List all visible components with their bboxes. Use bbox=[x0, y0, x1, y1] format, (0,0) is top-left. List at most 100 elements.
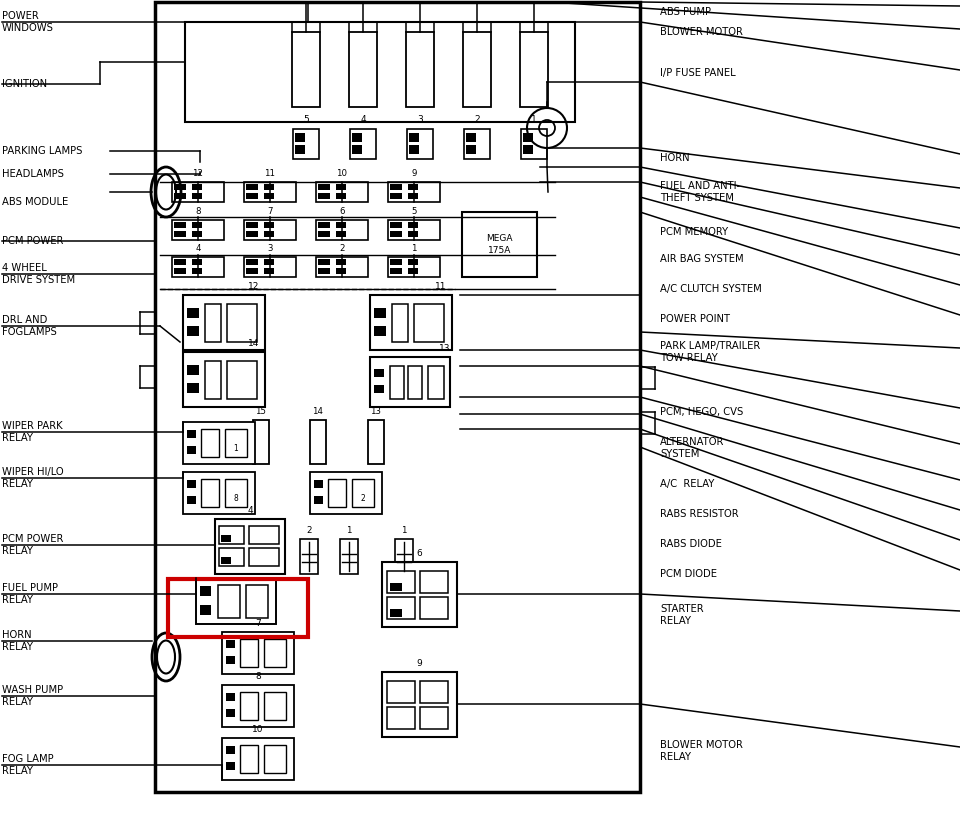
Bar bbox=[264, 745, 286, 773]
Bar bbox=[408, 366, 422, 399]
Bar bbox=[240, 639, 258, 667]
Bar bbox=[293, 129, 319, 159]
Bar bbox=[246, 231, 258, 237]
Text: IGNITION: IGNITION bbox=[2, 79, 47, 89]
Text: A/C CLUTCH SYSTEM: A/C CLUTCH SYSTEM bbox=[660, 284, 761, 294]
Text: 14: 14 bbox=[313, 407, 324, 416]
Text: WIPER PARK
RELAY: WIPER PARK RELAY bbox=[2, 421, 62, 443]
Bar bbox=[463, 32, 491, 107]
Bar bbox=[264, 231, 274, 237]
Bar bbox=[219, 526, 244, 544]
Bar bbox=[185, 22, 575, 122]
Text: 14: 14 bbox=[248, 339, 259, 348]
Text: PCM, HEGO, CVS: PCM, HEGO, CVS bbox=[660, 407, 743, 417]
Text: PARK LAMP/TRAILER
TOW RELAY: PARK LAMP/TRAILER TOW RELAY bbox=[660, 341, 760, 363]
Text: 11: 11 bbox=[265, 169, 276, 178]
Bar bbox=[155, 2, 640, 792]
Bar bbox=[192, 184, 202, 190]
Text: STARTER
RELAY: STARTER RELAY bbox=[660, 604, 704, 626]
Bar bbox=[390, 193, 402, 199]
Text: 3: 3 bbox=[418, 115, 422, 124]
Bar bbox=[225, 479, 247, 507]
Text: 15: 15 bbox=[255, 407, 267, 416]
Text: PCM DIODE: PCM DIODE bbox=[660, 569, 717, 579]
Bar bbox=[336, 193, 346, 199]
Bar bbox=[196, 578, 276, 624]
Bar bbox=[318, 259, 330, 265]
Bar bbox=[246, 222, 258, 228]
Bar bbox=[352, 133, 362, 142]
Text: 1: 1 bbox=[347, 526, 351, 535]
Text: 3: 3 bbox=[267, 244, 273, 253]
Bar bbox=[395, 539, 413, 574]
Bar bbox=[388, 220, 440, 240]
Text: 4: 4 bbox=[360, 115, 366, 124]
Bar bbox=[246, 268, 258, 274]
Bar bbox=[387, 707, 415, 729]
Bar bbox=[328, 479, 346, 507]
Text: POWER POINT: POWER POINT bbox=[660, 314, 730, 324]
Bar bbox=[226, 693, 235, 701]
Text: 7: 7 bbox=[255, 619, 261, 628]
Bar bbox=[183, 295, 265, 350]
Bar bbox=[336, 268, 346, 274]
Text: BLOWER MOTOR
RELAY: BLOWER MOTOR RELAY bbox=[660, 740, 743, 762]
Bar bbox=[368, 420, 384, 464]
Bar bbox=[187, 365, 199, 375]
Bar bbox=[174, 184, 186, 190]
Bar bbox=[240, 692, 258, 720]
Text: ABS PUMP: ABS PUMP bbox=[660, 7, 711, 17]
Text: PCM POWER: PCM POWER bbox=[2, 236, 63, 246]
Text: I/P FUSE PANEL: I/P FUSE PANEL bbox=[660, 68, 735, 78]
Bar bbox=[414, 304, 444, 342]
Bar bbox=[187, 308, 199, 318]
Bar bbox=[183, 422, 255, 464]
Bar bbox=[222, 632, 294, 674]
Text: 4 WHEEL
DRIVE SYSTEM: 4 WHEEL DRIVE SYSTEM bbox=[2, 263, 75, 284]
Bar bbox=[187, 446, 196, 454]
Bar bbox=[174, 193, 186, 199]
Text: 8: 8 bbox=[233, 494, 238, 503]
Bar bbox=[336, 184, 346, 190]
Bar bbox=[172, 182, 224, 202]
Text: 8: 8 bbox=[195, 207, 201, 216]
Text: 12: 12 bbox=[193, 169, 204, 178]
Bar bbox=[390, 609, 402, 617]
Bar bbox=[264, 193, 274, 199]
Bar bbox=[174, 259, 186, 265]
Text: 175A: 175A bbox=[488, 246, 511, 255]
Text: 9: 9 bbox=[417, 659, 422, 668]
Bar bbox=[370, 295, 452, 350]
Bar bbox=[244, 182, 296, 202]
Bar bbox=[200, 605, 211, 615]
Bar bbox=[292, 32, 320, 107]
Text: POWER
WINDOWS: POWER WINDOWS bbox=[2, 12, 54, 33]
Bar bbox=[221, 557, 231, 564]
Text: 13: 13 bbox=[371, 407, 381, 416]
Bar bbox=[300, 539, 318, 574]
Bar bbox=[408, 222, 418, 228]
Bar bbox=[192, 268, 202, 274]
Bar bbox=[352, 479, 374, 507]
Bar bbox=[390, 366, 404, 399]
Bar bbox=[187, 496, 196, 504]
Text: HEADLAMPS: HEADLAMPS bbox=[2, 169, 64, 179]
Bar bbox=[466, 145, 476, 154]
Bar bbox=[382, 672, 457, 737]
Bar bbox=[318, 193, 330, 199]
Bar bbox=[314, 480, 323, 488]
Bar bbox=[408, 193, 418, 199]
Bar bbox=[370, 357, 450, 407]
Text: 10: 10 bbox=[337, 169, 348, 178]
Bar bbox=[264, 222, 274, 228]
Bar bbox=[222, 738, 294, 780]
Text: RABS DIODE: RABS DIODE bbox=[660, 539, 722, 549]
Bar bbox=[382, 562, 457, 627]
Bar bbox=[390, 268, 402, 274]
Bar bbox=[520, 32, 548, 107]
Bar bbox=[318, 268, 330, 274]
Bar bbox=[390, 184, 402, 190]
Bar bbox=[352, 145, 362, 154]
Text: 5: 5 bbox=[411, 207, 417, 216]
Text: 11: 11 bbox=[435, 282, 446, 291]
